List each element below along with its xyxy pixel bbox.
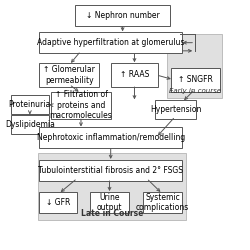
Text: ↑ Filtration of
proteins and
macromolecules: ↑ Filtration of proteins and macromolecu… <box>50 90 112 120</box>
Text: Systemic
complications: Systemic complications <box>136 192 189 212</box>
Text: ↑ Glomerular
permeability: ↑ Glomerular permeability <box>43 65 95 85</box>
Text: Adaptive hyperfiltration at glomerulus: Adaptive hyperfiltration at glomerulus <box>37 38 184 47</box>
Text: ↓ GFR: ↓ GFR <box>46 198 70 207</box>
FancyBboxPatch shape <box>11 95 49 114</box>
FancyBboxPatch shape <box>39 160 182 180</box>
FancyBboxPatch shape <box>39 63 99 87</box>
FancyBboxPatch shape <box>39 32 182 53</box>
Text: Nephrotoxic inflammation/remodelling: Nephrotoxic inflammation/remodelling <box>36 134 185 142</box>
Text: ↑ SNGFR: ↑ SNGFR <box>178 76 213 84</box>
FancyBboxPatch shape <box>11 115 49 134</box>
FancyBboxPatch shape <box>39 192 78 213</box>
Text: Late in Course: Late in Course <box>81 209 143 218</box>
Text: Tubulointerstitial fibrosis and 2° FSGS: Tubulointerstitial fibrosis and 2° FSGS <box>38 166 183 174</box>
FancyBboxPatch shape <box>39 128 182 148</box>
FancyBboxPatch shape <box>166 34 222 98</box>
Text: Dyslipidemia: Dyslipidemia <box>5 120 55 129</box>
FancyBboxPatch shape <box>51 92 111 119</box>
FancyBboxPatch shape <box>38 154 186 220</box>
Text: Hypertension: Hypertension <box>150 105 201 114</box>
Text: Early in course: Early in course <box>168 88 220 94</box>
Text: ↑ RAAS: ↑ RAAS <box>120 70 149 80</box>
FancyBboxPatch shape <box>155 100 196 119</box>
Text: Urine
output: Urine output <box>97 192 122 212</box>
FancyBboxPatch shape <box>75 5 170 26</box>
FancyBboxPatch shape <box>111 63 158 87</box>
FancyBboxPatch shape <box>90 192 128 213</box>
Text: Proteinuria: Proteinuria <box>9 100 51 109</box>
Text: ↓ Nephron number: ↓ Nephron number <box>86 11 160 20</box>
FancyBboxPatch shape <box>171 68 220 92</box>
FancyBboxPatch shape <box>143 192 182 213</box>
